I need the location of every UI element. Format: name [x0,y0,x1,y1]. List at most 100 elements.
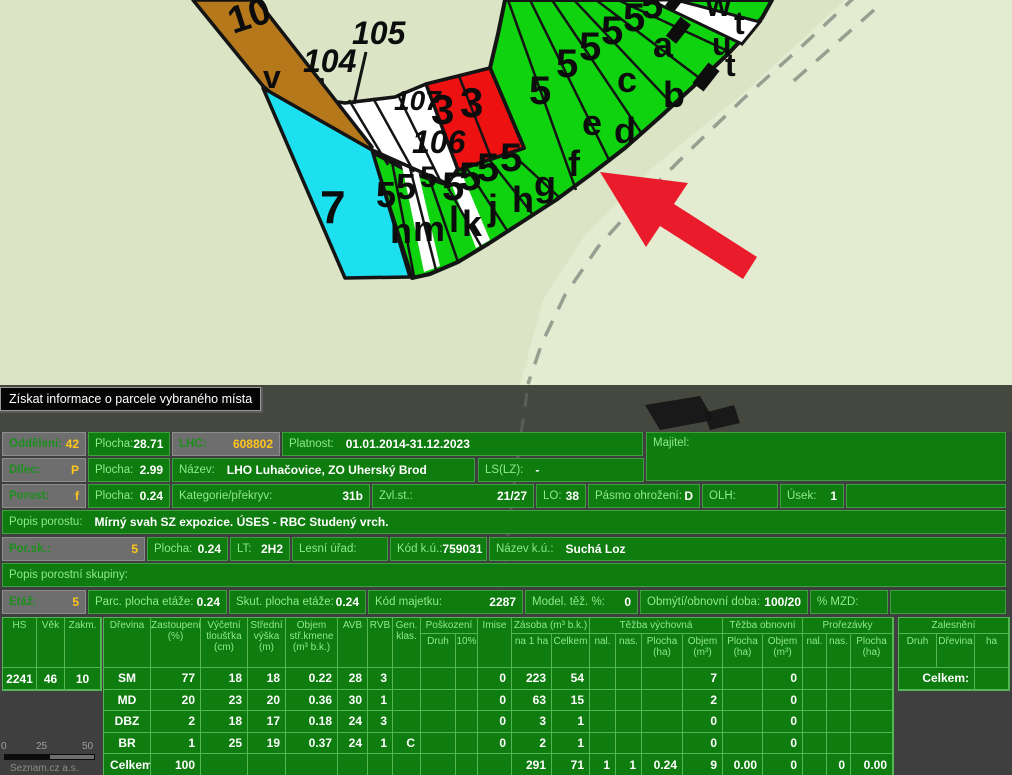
table-cell [723,668,763,690]
table-cell: 3 [368,711,393,733]
field-pasmo: Pásmo ohrožení: D [588,484,700,508]
stand-table-left-panel: HS Věk Zakm. 2241 46 10 [2,617,102,691]
map-background-shade [520,0,1012,385]
map-parcel-label: 104 [303,43,357,79]
table-cell [456,711,478,733]
table-cell [642,732,683,755]
table-cell: 77 [151,668,201,690]
table-cell: 0.24 [642,754,683,775]
table-cell [827,732,851,755]
afforestation-total-label: Celkem: [899,668,975,690]
scale-tick: 25 [36,741,48,752]
table-cell [590,689,616,712]
field-popis-skupiny: Popis porostní skupiny: [2,563,1006,587]
table-cell: 2 [683,689,723,712]
table-cell: 291 [512,754,552,775]
map-parcel-label: 5 [529,69,551,113]
table-cell: 17 [248,711,286,733]
table-cell: Celkem: [104,754,151,775]
table-cell: MD [104,689,151,712]
table-cell: 20 [248,689,286,712]
map-parcel-label: 5 [641,0,663,27]
map-parcel-label: e [582,102,602,143]
table-cell: 0.37 [286,732,338,755]
get-parcel-info-button[interactable]: Získat informace o parcele vybraného mís… [0,387,262,411]
field-popis-porostu: Popis porostu: Mírný svah SZ expozice. ÚS… [2,510,1006,534]
field-lt: LT: 2H2 [230,537,290,561]
table-cell [803,711,827,733]
table-cell [590,668,616,690]
column-group-header: Těžba obnovní [723,618,803,634]
table-cell: 46 [37,668,65,690]
map-parcel-label: t [734,5,745,41]
map-parcel-label: 5 [396,166,416,207]
map-parcel-label: d [614,110,636,151]
table-cell [421,668,456,690]
map-parcel-label: n [390,210,412,251]
table-cell [201,754,248,775]
table-cell: 10 [65,668,101,690]
map-parcel-label: c [617,59,637,100]
table-cell: 23 [201,689,248,712]
table-cell: 3 [368,668,393,690]
field-zvlst: Zvl.st.: 21/27 [372,484,534,508]
forest-parcels[interactable] [370,0,774,280]
table-cell: BR [104,732,151,755]
table-cell: 0.00 [851,754,893,775]
field-lhc: LHC: 608802 [172,432,280,456]
map-parcel-label: k [462,203,483,244]
map-parcel-label: 5 [556,42,578,86]
table-cell: 24 [338,732,368,755]
table-cell [590,711,616,733]
field-kod-majetku: Kód majetku: 2287 [368,590,523,614]
map-parcel-label: j [487,187,498,228]
table-cell: 18 [201,668,248,690]
field-porsk-plocha: Plocha: 0.24 [147,537,228,561]
table-cell: 1 [616,754,642,775]
table-cell [421,754,456,775]
table-cell: 0.00 [723,754,763,775]
map-parcel-label: l [449,199,459,240]
table-cell: 2 [151,711,201,733]
table-cell: C [393,732,421,755]
table-cell: 223 [512,668,552,690]
table-cell [827,668,851,690]
field-kod-ku: Kód k.ú.: 759031 [390,537,487,561]
table-cell [421,711,456,733]
table-cell: 0 [763,668,803,690]
field-porost: Porost: f [2,484,86,508]
parcel-red-group[interactable] [424,66,526,172]
parcel-cyan-7[interactable] [261,86,412,280]
table-cell: 63 [512,689,552,712]
table-cell [248,754,286,775]
table-cell [393,754,421,775]
table-cell: 1 [552,711,590,733]
column-group-header: Zalesnění [899,618,1009,634]
column-header: Věk [37,618,65,668]
map-parcel-label: u [712,26,732,62]
table-cell: 1 [552,732,590,755]
field-porsk: Por.sk.: 5 [2,537,145,561]
table-cell [456,668,478,690]
column-group-header: Těžba výchovná [590,618,723,634]
table-cell [827,689,851,712]
table-cell [803,754,827,775]
column-group-header: Poškození [421,618,478,634]
table-cell: 0 [763,754,803,775]
table-cell [851,668,893,690]
column-header: Objem stř.kmene (m³ b.k.) [286,618,338,668]
table-cell [723,732,763,755]
table-cell: 0 [478,668,512,690]
map-parcel-label: w [705,0,731,23]
map-parcel-label: 3 [460,79,483,126]
building-strip [649,0,763,46]
scale-tick: 0 [1,741,7,752]
map-parcel-label: 5 [579,25,601,69]
field-mzd: % MZD: [810,590,888,614]
map-parcel-label: 107 [394,85,442,116]
map-parcel-label: 5 [459,155,481,199]
field-platnost: Platnost: 01.01.2014-31.12.2023 [282,432,643,456]
selection-arrow [600,172,757,279]
